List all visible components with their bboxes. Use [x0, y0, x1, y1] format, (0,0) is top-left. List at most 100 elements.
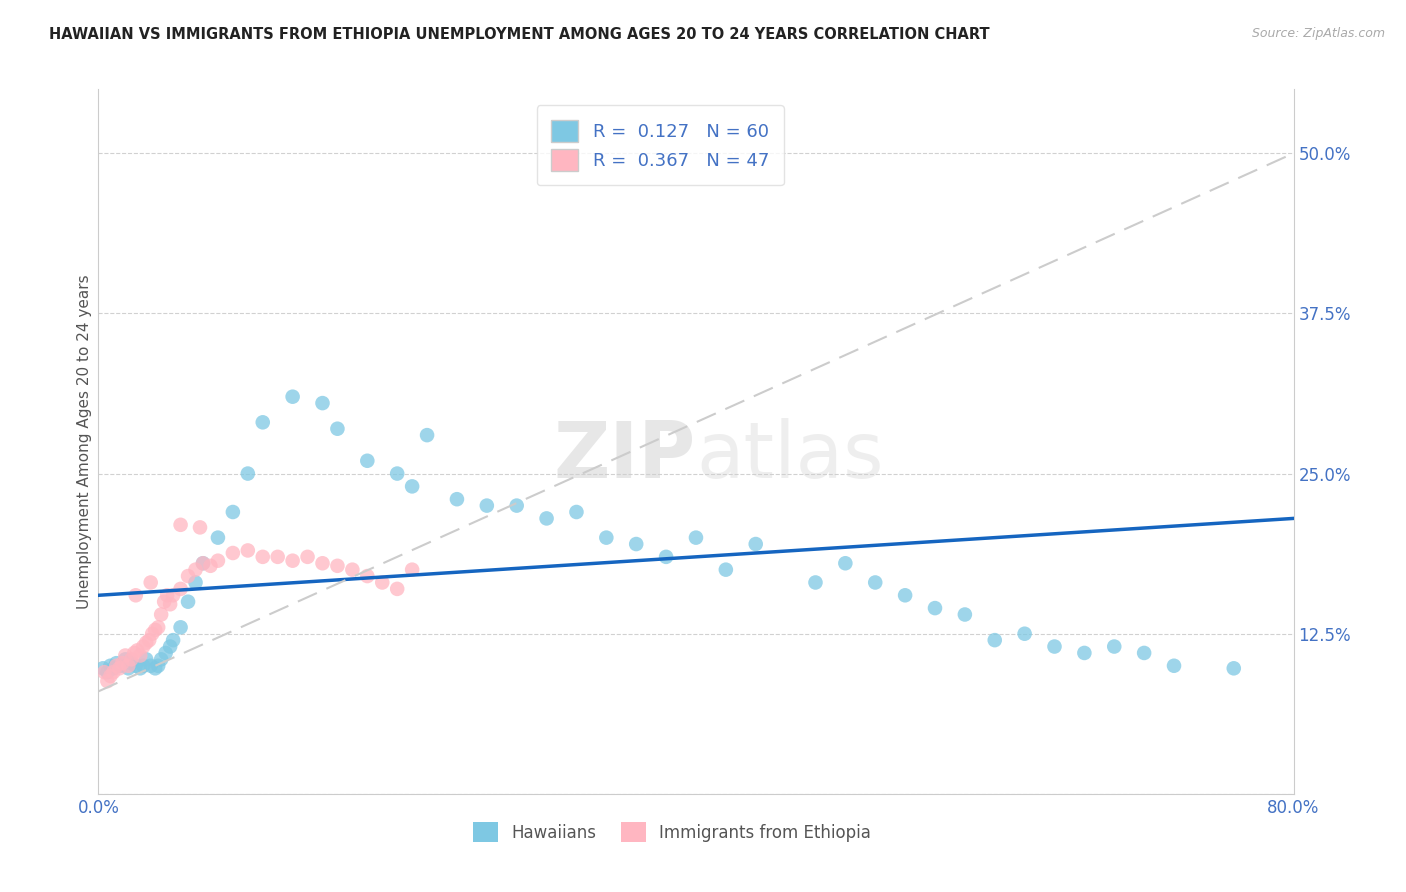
Point: [626, 537, 648, 551]
Point: [200, 558, 222, 573]
Point: [108, 661, 131, 675]
Y-axis label: Unemployment Among Ages 20 to 24 years: Unemployment Among Ages 20 to 24 years: [77, 274, 91, 609]
Point: [125, 588, 148, 602]
Point: [1223, 661, 1246, 675]
Point: [281, 390, 304, 404]
Point: [446, 492, 468, 507]
Point: [655, 549, 678, 564]
Point: [191, 556, 214, 570]
Point: [326, 422, 349, 436]
Point: [191, 556, 214, 570]
Point: [804, 575, 827, 590]
Point: [281, 554, 304, 568]
Point: [103, 665, 125, 680]
Point: [105, 656, 128, 670]
Text: Source: ZipAtlas.com: Source: ZipAtlas.com: [1251, 27, 1385, 40]
Point: [114, 652, 136, 666]
Point: [894, 588, 917, 602]
Point: [143, 623, 166, 637]
Point: [169, 517, 191, 532]
Point: [132, 640, 155, 654]
Point: [127, 643, 149, 657]
Point: [169, 582, 191, 596]
Point: [536, 511, 558, 525]
Point: [103, 661, 125, 675]
Point: [139, 575, 162, 590]
Point: [267, 549, 290, 564]
Point: [162, 588, 184, 602]
Point: [117, 658, 139, 673]
Point: [143, 661, 166, 675]
Point: [120, 656, 142, 670]
Point: [745, 537, 768, 551]
Point: [148, 620, 170, 634]
Point: [834, 556, 856, 570]
Point: [129, 648, 152, 663]
Point: [252, 549, 274, 564]
Point: [184, 563, 207, 577]
Point: [159, 640, 181, 654]
Point: [222, 505, 245, 519]
Point: [135, 636, 157, 650]
Point: [1073, 646, 1095, 660]
Point: [159, 597, 181, 611]
Point: [139, 658, 162, 673]
Point: [125, 658, 148, 673]
Point: [865, 575, 887, 590]
Point: [475, 499, 498, 513]
Point: [356, 569, 378, 583]
Text: ZIP: ZIP: [554, 417, 696, 493]
Point: [207, 531, 229, 545]
Point: [356, 454, 378, 468]
Point: [135, 652, 157, 666]
Point: [1133, 646, 1156, 660]
Point: [714, 563, 737, 577]
Point: [120, 652, 142, 666]
Point: [110, 658, 132, 673]
Point: [177, 569, 200, 583]
Point: [105, 658, 128, 673]
Point: [401, 479, 423, 493]
Point: [1043, 640, 1066, 654]
Legend: Hawaiians, Immigrants from Ethiopia: Hawaiians, Immigrants from Ethiopia: [467, 815, 877, 849]
Point: [150, 607, 173, 622]
Point: [96, 665, 118, 680]
Point: [297, 549, 319, 564]
Point: [326, 558, 349, 573]
Point: [129, 661, 152, 675]
Point: [401, 563, 423, 577]
Point: [188, 520, 211, 534]
Point: [138, 633, 160, 648]
Point: [311, 556, 333, 570]
Point: [114, 648, 136, 663]
Point: [98, 669, 122, 683]
Point: [236, 467, 259, 481]
Point: [506, 499, 529, 513]
Point: [169, 620, 191, 634]
Point: [124, 646, 146, 660]
Point: [342, 563, 364, 577]
Point: [1014, 626, 1036, 640]
Point: [117, 661, 139, 675]
Point: [177, 595, 200, 609]
Text: atlas: atlas: [696, 417, 883, 493]
Point: [132, 658, 155, 673]
Point: [207, 554, 229, 568]
Point: [416, 428, 439, 442]
Point: [311, 396, 333, 410]
Point: [91, 661, 114, 675]
Point: [222, 546, 245, 560]
Point: [153, 595, 176, 609]
Point: [252, 415, 274, 429]
Point: [141, 626, 163, 640]
Point: [98, 658, 122, 673]
Text: HAWAIIAN VS IMMIGRANTS FROM ETHIOPIA UNEMPLOYMENT AMONG AGES 20 TO 24 YEARS CORR: HAWAIIAN VS IMMIGRANTS FROM ETHIOPIA UNE…: [49, 27, 990, 42]
Point: [953, 607, 976, 622]
Point: [984, 633, 1007, 648]
Point: [385, 467, 409, 481]
Point: [162, 633, 184, 648]
Point: [150, 652, 173, 666]
Point: [156, 588, 179, 602]
Point: [96, 674, 118, 689]
Point: [565, 505, 588, 519]
